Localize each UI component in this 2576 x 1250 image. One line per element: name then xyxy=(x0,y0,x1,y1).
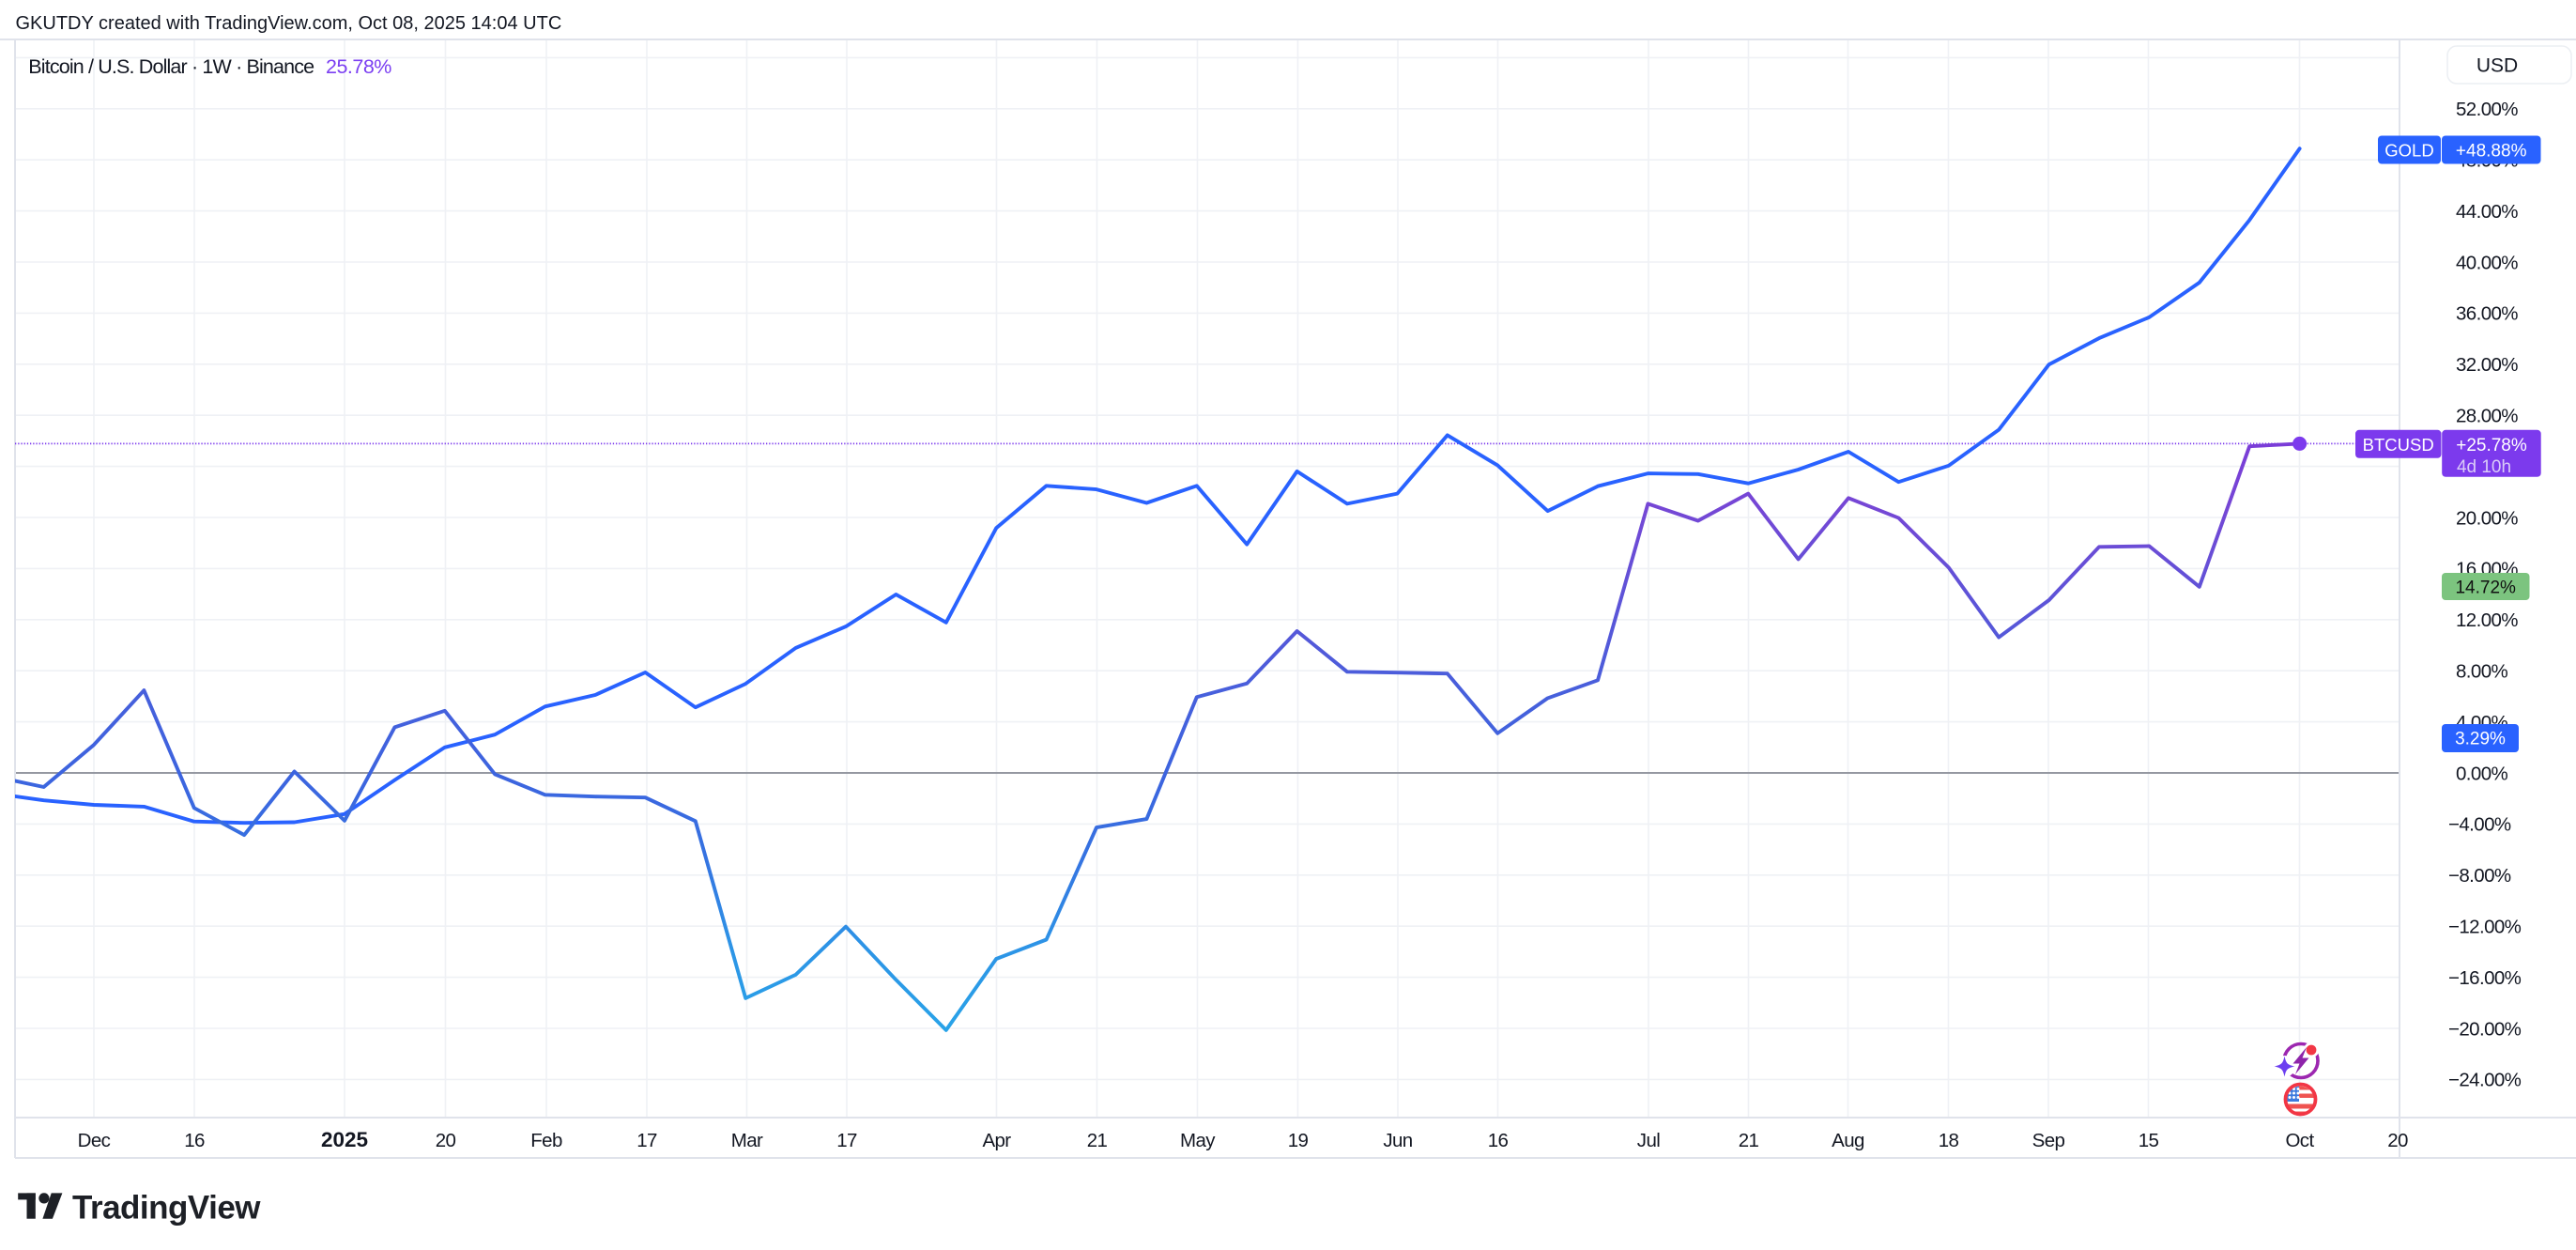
svg-text:Dec: Dec xyxy=(78,1130,111,1151)
svg-text:BTCUSD: BTCUSD xyxy=(2363,435,2434,455)
svg-text:−12.00%: −12.00% xyxy=(2448,917,2522,938)
svg-text:16: 16 xyxy=(184,1130,205,1151)
svg-text:Jun: Jun xyxy=(1383,1130,1412,1151)
svg-text:20.00%: 20.00% xyxy=(2456,507,2518,529)
svg-text:44.00%: 44.00% xyxy=(2456,201,2518,223)
svg-text:Mar: Mar xyxy=(731,1130,763,1151)
svg-text:16: 16 xyxy=(1488,1130,1509,1151)
svg-text:−24.00%: −24.00% xyxy=(2448,1070,2522,1091)
svg-text:TradingView: TradingView xyxy=(72,1190,261,1227)
svg-text:17: 17 xyxy=(836,1130,857,1151)
svg-text:21: 21 xyxy=(1739,1130,1759,1151)
svg-text:May: May xyxy=(1180,1130,1216,1151)
svg-text:−16.00%: −16.00% xyxy=(2448,967,2522,989)
svg-text:12.00%: 12.00% xyxy=(2456,610,2518,631)
svg-text:4d 10h: 4d 10h xyxy=(2457,457,2511,477)
svg-text:Oct: Oct xyxy=(2285,1130,2314,1151)
svg-text:Feb: Feb xyxy=(530,1130,562,1151)
svg-text:25.78%: 25.78% xyxy=(326,55,391,78)
svg-text:14.72%: 14.72% xyxy=(2455,579,2516,598)
svg-text:15: 15 xyxy=(2139,1130,2159,1151)
svg-text:21: 21 xyxy=(1087,1130,1108,1151)
svg-text:20: 20 xyxy=(2387,1130,2408,1151)
svg-text:Apr: Apr xyxy=(982,1130,1011,1151)
svg-text:Jul: Jul xyxy=(1637,1130,1660,1151)
svg-text:19: 19 xyxy=(1288,1130,1309,1151)
svg-text:−4.00%: −4.00% xyxy=(2448,814,2511,836)
svg-text:3.29%: 3.29% xyxy=(2455,730,2506,749)
svg-text:GOLD: GOLD xyxy=(2384,141,2433,161)
svg-text:36.00%: 36.00% xyxy=(2456,303,2518,325)
svg-text:52.00%: 52.00% xyxy=(2456,99,2518,120)
svg-text:8.00%: 8.00% xyxy=(2456,661,2507,683)
svg-text:40.00%: 40.00% xyxy=(2456,252,2518,273)
svg-text:Sep: Sep xyxy=(2032,1130,2065,1151)
svg-text:32.00%: 32.00% xyxy=(2456,354,2518,376)
svg-text:−20.00%: −20.00% xyxy=(2448,1018,2522,1040)
svg-text:+48.88%: +48.88% xyxy=(2456,142,2527,162)
svg-text:20: 20 xyxy=(436,1130,456,1151)
svg-text:2025: 2025 xyxy=(321,1128,368,1151)
svg-text:USD: USD xyxy=(2476,55,2518,77)
svg-text:17: 17 xyxy=(636,1130,657,1151)
svg-text:28.00%: 28.00% xyxy=(2456,406,2518,427)
svg-text:18: 18 xyxy=(1939,1130,1959,1151)
svg-text:Aug: Aug xyxy=(1832,1130,1864,1151)
svg-text:+25.78%: +25.78% xyxy=(2456,436,2527,455)
svg-text:Bitcoin / U.S. Dollar · 1W · B: Bitcoin / U.S. Dollar · 1W · Binance xyxy=(28,55,314,78)
svg-text:−8.00%: −8.00% xyxy=(2448,865,2511,887)
svg-text:GKUTDY created with TradingVie: GKUTDY created with TradingView.com, Oct… xyxy=(16,13,562,34)
svg-text:0.00%: 0.00% xyxy=(2456,763,2507,784)
